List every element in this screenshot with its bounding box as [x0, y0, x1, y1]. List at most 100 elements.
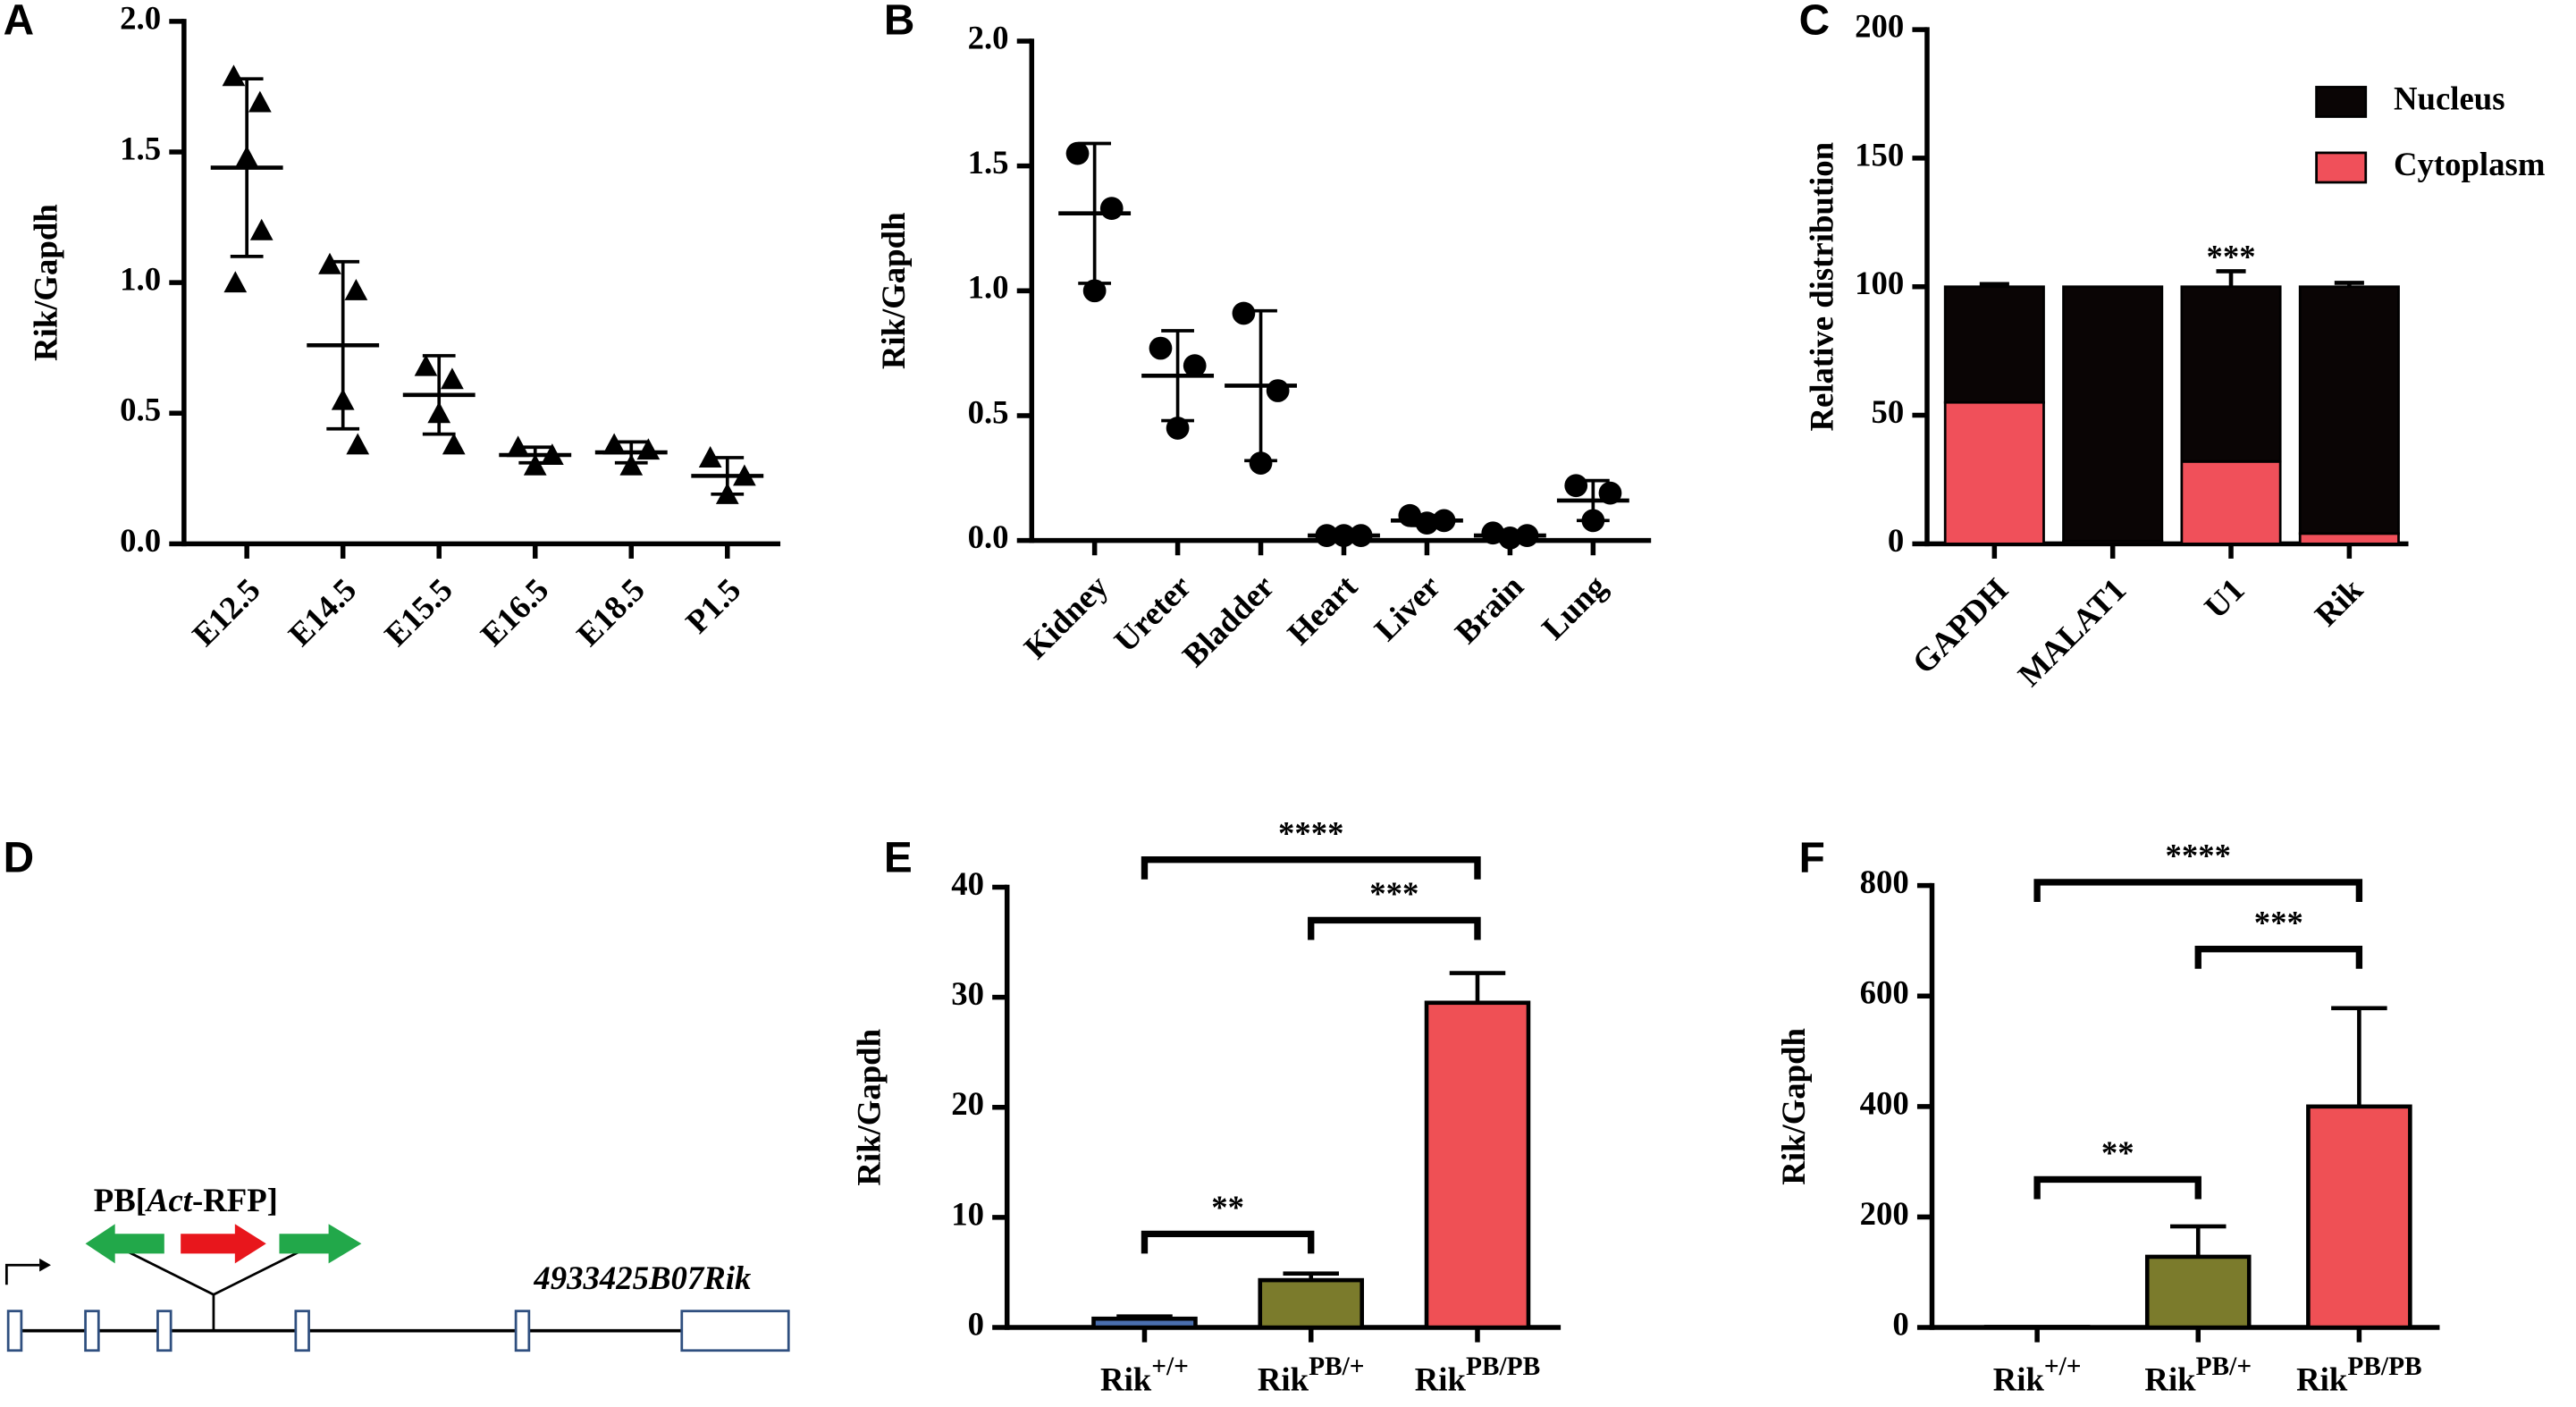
significance-bracket: [2033, 1175, 2201, 1200]
y-tick-label: 20: [951, 1085, 984, 1122]
point: [619, 453, 644, 476]
category-superscript: +/+: [1151, 1352, 1189, 1381]
y-tick-label: 50: [1872, 393, 1905, 430]
left-tr: [85, 1224, 164, 1264]
annotation: ***: [2206, 239, 2255, 275]
exon: [680, 1310, 790, 1352]
y-tick-label: 800: [1860, 864, 1909, 900]
insert-label-part: -RFP]: [192, 1183, 278, 1219]
point: [223, 271, 248, 293]
promoter-arrow: [4, 1263, 40, 1285]
category-base: Rik: [2296, 1361, 2348, 1398]
category-base: Rik: [2144, 1361, 2196, 1398]
exon: [514, 1310, 531, 1352]
y-tick-label: 400: [1860, 1084, 1909, 1121]
panel-letter: B: [884, 0, 915, 44]
legend-swatch: [2315, 151, 2368, 184]
significance-bracket: [2033, 879, 2363, 902]
point: [1183, 354, 1207, 377]
bar-segment: [1943, 400, 2045, 545]
x-tick-label: MALAT1: [2011, 571, 2134, 694]
insert-label-part: PB[: [94, 1183, 147, 1219]
point: [1099, 197, 1124, 220]
point: [1065, 141, 1090, 165]
bar: [1091, 1316, 1198, 1330]
point: [1082, 279, 1107, 303]
y-axis-title: Rik/Gapdh: [850, 1029, 887, 1186]
category-superscript: PB/+: [1309, 1352, 1364, 1381]
category-superscript: +/+: [2044, 1352, 2082, 1381]
y-tick-label: 0: [968, 1305, 984, 1342]
point: [222, 64, 246, 87]
bar: [2306, 1104, 2412, 1330]
y-tick-label: 40: [951, 865, 984, 902]
point: [248, 90, 272, 113]
significance-label: ***: [1369, 875, 1418, 912]
point: [1149, 336, 1173, 360]
x-tick-label: U1: [2197, 571, 2252, 626]
x-tick-label: RikPB/PB: [1415, 1352, 1540, 1398]
bar: [1258, 1277, 1365, 1330]
y-tick-label: 1.5: [968, 144, 1009, 181]
y-tick-label: 200: [1855, 8, 1904, 45]
x-tick-label: Bladder: [1175, 568, 1282, 674]
point: [1266, 379, 1290, 402]
exon: [294, 1310, 310, 1352]
x-tick-label: Rik+/+: [1100, 1352, 1189, 1398]
x-tick-label: Rik+/+: [1993, 1352, 2082, 1398]
x-tick-label: Kidney: [1016, 568, 1115, 666]
point: [346, 433, 370, 455]
y-tick-label: 100: [1855, 265, 1904, 301]
significance-bracket: [1141, 856, 1481, 880]
x-tick-label: GAPDH: [1905, 571, 2015, 681]
x-tick-label: Rik: [2308, 570, 2370, 633]
y-tick-label: 2.0: [120, 0, 161, 36]
x-tick-label: E14.5: [282, 571, 364, 653]
point: [1232, 301, 1256, 325]
point: [698, 446, 722, 468]
significance-bracket: [2194, 946, 2363, 969]
x-tick-label: P1.5: [678, 571, 747, 640]
y-axis-title: Rik/Gapdh: [875, 212, 912, 369]
x-tick-label: E18.5: [569, 571, 652, 653]
y-axis-title: Relative distribution: [1803, 142, 1839, 432]
y-tick-label: 150: [1855, 136, 1904, 173]
significance-label: ***: [2254, 904, 2303, 940]
exon: [84, 1310, 100, 1352]
y-tick-label: 1.5: [120, 130, 161, 166]
x-tick-label: RikPB/+: [2144, 1352, 2252, 1398]
significance-bracket: [1308, 916, 1481, 940]
panel-b: B0.00.51.01.52.0Rik/GapdhKidneyUreterBla…: [875, 0, 1652, 674]
y-tick-label: 2.0: [968, 19, 1009, 55]
panel-letter: A: [4, 0, 35, 44]
y-tick-label: 30: [951, 975, 984, 1012]
point: [441, 367, 464, 390]
insert-label-part: Act: [145, 1183, 194, 1219]
bar-segment: [2298, 285, 2400, 535]
panel-letter: C: [1799, 0, 1831, 44]
x-tick-label: Brain: [1448, 568, 1531, 651]
category-superscript: PB/+: [2196, 1352, 2252, 1381]
bar-segment: [1943, 285, 2045, 404]
legend-swatch: [2315, 86, 2368, 118]
panel-letter: D: [4, 835, 35, 882]
y-tick-label: 0: [1888, 522, 1904, 559]
point: [602, 433, 627, 455]
point: [442, 433, 466, 455]
point: [249, 218, 274, 240]
point: [414, 354, 438, 376]
point: [523, 453, 547, 476]
legend-label: Cytoplasm: [2394, 146, 2545, 182]
point: [1564, 474, 1588, 498]
insertion-lines: [114, 1243, 313, 1331]
y-tick-label: 600: [1860, 974, 1909, 1011]
x-tick-label: Heart: [1280, 568, 1364, 652]
category-superscript: PB/PB: [2347, 1352, 2421, 1381]
rfp: [181, 1224, 266, 1264]
x-tick-label: RikPB/+: [1258, 1352, 1365, 1398]
panel-c: C 0 50 100 150 200 Relative distribution GAPDHM…: [1799, 0, 2546, 694]
category-base: Rik: [1258, 1361, 1309, 1398]
